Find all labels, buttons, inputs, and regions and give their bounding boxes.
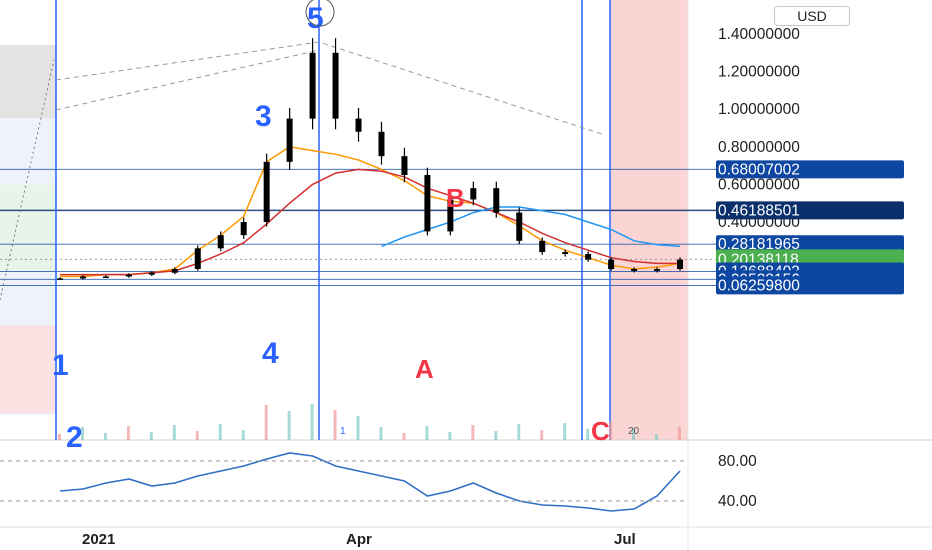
wave-label-A: A [415, 354, 434, 384]
oscillator-tick-label: 80.00 [718, 453, 757, 470]
price-tag [716, 160, 904, 179]
candle-body [309, 52, 316, 119]
volume-bar [287, 411, 291, 440]
candle-body [585, 253, 592, 260]
volume-bar [103, 433, 107, 440]
volume-bar [632, 428, 636, 440]
wave-label-1: 1 [52, 349, 69, 382]
volume-bar [149, 432, 153, 440]
ema-fast-line [60, 146, 681, 278]
candle-body [378, 131, 385, 157]
time-tick-label: 2021 [82, 531, 115, 548]
candle-body [608, 259, 615, 269]
price-tag [716, 235, 904, 254]
volume-bar [425, 426, 429, 440]
price-tag-label: 0.46188501 [718, 202, 800, 219]
fib-zone-red [0, 325, 56, 413]
volume-bar [402, 433, 406, 440]
volume-bar [172, 425, 176, 440]
candle-body [539, 240, 546, 253]
wave-label-4: 4 [262, 337, 279, 370]
price-tag-label: 0.28181965 [718, 236, 800, 253]
candle-body [447, 199, 454, 232]
wave-label-2: 2 [66, 421, 83, 454]
candle-body [194, 248, 201, 269]
candle-body [263, 161, 270, 222]
volume-bar [310, 404, 314, 440]
volume-bar [655, 434, 659, 440]
candle-body [217, 235, 224, 249]
candle-body [171, 269, 178, 273]
volume-bar [264, 405, 268, 440]
wave-label-3: 3 [255, 100, 272, 133]
price-tick-label: 0.80000000 [718, 139, 800, 156]
oscillator-line [59, 452, 681, 512]
volume-bar [58, 434, 61, 440]
candle-body [562, 252, 569, 254]
volume-bar [80, 427, 84, 440]
volume-bar [471, 425, 475, 440]
shaded-zone-right [610, 0, 688, 440]
volume-label-0: 1 [340, 426, 346, 437]
price-tag-label: 0.06259800 [718, 277, 800, 294]
volume-bar [379, 427, 383, 440]
candle-body [332, 52, 339, 119]
oscillator-tick-label: 40.00 [718, 493, 757, 510]
ema-slow-line [60, 168, 680, 276]
fib-zone-grey [0, 45, 56, 118]
candle-body [493, 188, 500, 213]
candle-body [125, 274, 132, 277]
currency-button[interactable]: USD [774, 6, 850, 26]
dotted-fan-line [0, 59, 55, 301]
volume-bar [356, 416, 360, 440]
dashed-projection-2 [55, 49, 320, 111]
candle-body [57, 278, 63, 280]
candle-body [470, 188, 477, 200]
volume-bar [241, 430, 245, 440]
time-tick-label: Apr [346, 531, 372, 548]
fib-zone-green [0, 185, 56, 270]
volume-bar [195, 431, 199, 440]
wave-label-C: C [591, 416, 610, 446]
price-tick-label: 1.40000000 [718, 26, 800, 43]
candle-body [401, 156, 408, 175]
volume-bar [517, 424, 521, 440]
volume-bar [126, 426, 130, 440]
wave-5-circle [305, 0, 335, 27]
volume-bar [494, 431, 498, 440]
price-tick-label: 1.20000000 [718, 64, 800, 81]
volume-bar [563, 423, 567, 440]
wave-label-B: B [446, 183, 465, 213]
volume-label-1: 20 [628, 426, 640, 437]
price-tag [716, 276, 904, 295]
volume-bar [678, 427, 681, 440]
candle-body [677, 259, 683, 269]
wave-label-5: 5 [307, 2, 324, 35]
volume-bar [586, 429, 590, 440]
price-tick-label: 0.60000000 [718, 176, 800, 193]
price-tag [716, 201, 904, 220]
time-tick-label: Jul [614, 531, 636, 548]
candle-body [516, 212, 523, 241]
candle-body [424, 175, 431, 232]
candle-body [79, 276, 86, 279]
volume-bar [218, 424, 222, 440]
volume-bar [609, 422, 613, 440]
candle-body [286, 118, 293, 162]
candle-body [355, 118, 362, 132]
candle-body [148, 272, 155, 275]
price-tick-label: 1.00000000 [718, 101, 800, 118]
candle-body [240, 222, 247, 236]
dashed-projection [55, 41, 606, 136]
volume-bar [333, 410, 337, 440]
ma-long-line [381, 206, 681, 248]
candle-body [654, 269, 661, 271]
volume-bar [540, 430, 544, 440]
price-tag-label: 0.68007002 [718, 161, 800, 178]
volume-bar [448, 432, 452, 440]
candle-body [102, 276, 109, 279]
candle-body [631, 269, 638, 271]
